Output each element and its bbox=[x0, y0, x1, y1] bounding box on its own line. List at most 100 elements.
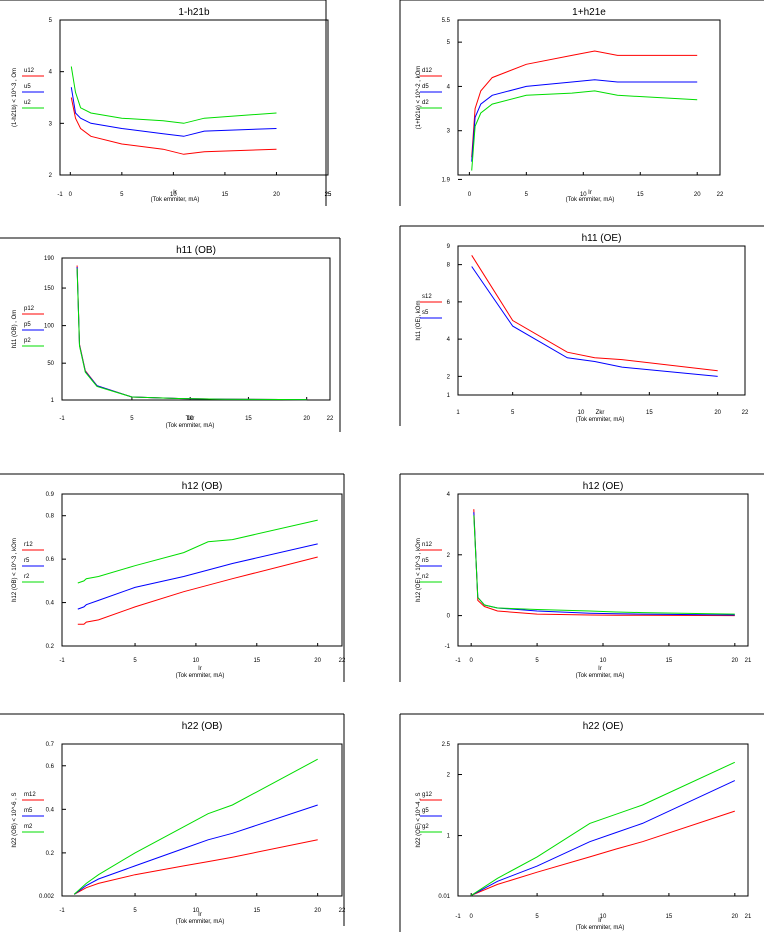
legend-label-m5: m5 bbox=[24, 808, 33, 814]
x-tick-label: 10 bbox=[193, 908, 200, 914]
y-tick-label: 1.9 bbox=[442, 177, 451, 183]
x-tick-label: 20 bbox=[314, 658, 321, 664]
chart-title: h22 (OE) bbox=[583, 721, 624, 732]
x-tick-label: 15 bbox=[245, 416, 252, 422]
x-tick-label: 15 bbox=[253, 658, 260, 664]
x-axis-label: Ir bbox=[598, 666, 602, 672]
y-tick-label: 5 bbox=[49, 18, 53, 24]
y-axis-label: h11 (OE), kOm bbox=[416, 301, 422, 341]
legend-label-g5: g5 bbox=[422, 808, 429, 814]
y-tick-label: -1 bbox=[445, 644, 451, 650]
y-tick-label: 0.7 bbox=[46, 742, 55, 748]
chart-8: h22 (OE) 0.01 1 2 2.5 -1 0 5 10 15 20 21 Ir(Tok emmi… bbox=[399, 713, 764, 932]
legend-label-g12: g12 bbox=[422, 792, 433, 798]
legend-label-p2: p2 bbox=[24, 338, 31, 344]
series-line-m5 bbox=[73, 804, 318, 895]
y-tick-label: 0.002 bbox=[39, 894, 55, 900]
x-tick-label: 15 bbox=[253, 908, 260, 914]
y-tick-label: 4 bbox=[447, 337, 451, 343]
y-tick-label: 150 bbox=[44, 286, 55, 292]
x-axis-label: Ir bbox=[588, 190, 592, 196]
x-tick-label: 21 bbox=[745, 658, 752, 664]
series-line-p5 bbox=[76, 266, 307, 401]
x-tick-label: 22 bbox=[717, 192, 724, 198]
series-line-n5 bbox=[473, 512, 735, 616]
y-tick-label: 1 bbox=[447, 393, 451, 399]
x-tick-label: -1 bbox=[455, 914, 461, 920]
x-tick-label: 5 bbox=[525, 192, 529, 198]
x-axis-label: Zkr bbox=[596, 410, 605, 416]
series-line-p2 bbox=[76, 268, 307, 401]
chart-6: h12 (OE) -1 0 2 4 -1 0 5 10 15 20 21 Ir(Tok emmiter,… bbox=[399, 473, 764, 682]
x-tick-label: 22 bbox=[327, 416, 334, 422]
x-tick-label: -1 bbox=[455, 658, 461, 664]
plot-frame bbox=[457, 19, 721, 176]
x-tick-label: 5 bbox=[535, 658, 539, 664]
legend-label-g2: g2 bbox=[422, 824, 429, 830]
y-tick-label: 0.4 bbox=[46, 807, 55, 813]
series-line-d5 bbox=[471, 79, 698, 162]
chart-2: 1+h21e 1.9 3 4 5 5.5 0 5 10 15 20 22 Ir(Tok emmiter,… bbox=[399, 0, 764, 206]
x-axis-sublabel: (Tok emmiter, mA) bbox=[151, 197, 200, 203]
x-tick-label: 22 bbox=[339, 658, 346, 664]
y-tick-label: 0.6 bbox=[46, 764, 55, 770]
x-tick-label: -1 bbox=[59, 416, 65, 422]
x-tick-label: 10 bbox=[580, 192, 587, 198]
chart-title: h12 (OB) bbox=[182, 481, 223, 492]
legend-label-u5: u5 bbox=[24, 84, 31, 90]
y-tick-label: 5.5 bbox=[442, 18, 451, 24]
y-axis-label: (1-h21b) < 10^-3 , Om bbox=[12, 68, 18, 127]
x-tick-label: 5 bbox=[133, 658, 137, 664]
x-axis-label: Ir bbox=[173, 190, 177, 196]
legend-label-u12: u12 bbox=[24, 68, 35, 74]
plot-frame bbox=[457, 493, 749, 647]
y-tick-label: 8 bbox=[447, 263, 451, 269]
y-axis-label: h22 (OB) < 10^-6 , S bbox=[12, 792, 18, 847]
chart-title: h12 (OE) bbox=[583, 481, 624, 492]
chart-title: 1-h21b bbox=[178, 7, 210, 18]
legend-label-d5: d5 bbox=[422, 84, 429, 90]
legend-label-s5: s5 bbox=[422, 310, 429, 316]
y-tick-label: 0.4 bbox=[46, 601, 55, 607]
x-axis-sublabel: (Tok emmiter, mA) bbox=[576, 673, 625, 679]
y-tick-label: 2 bbox=[447, 553, 451, 559]
y-axis-label: h12 (OE) < 10^-3 , kOm bbox=[416, 538, 422, 602]
y-tick-label: 0.2 bbox=[46, 644, 55, 650]
y-tick-label: 2.5 bbox=[442, 742, 451, 748]
series-line-u5 bbox=[70, 87, 277, 137]
chart-7: h22 (OB) 0.002 0.2 0.4 0.6 0.7 -1 5 10 15 20 22 Ir(T… bbox=[0, 713, 346, 926]
x-tick-label: 5 bbox=[130, 416, 134, 422]
x-tick-label: 20 bbox=[731, 658, 738, 664]
x-tick-label: 1 bbox=[456, 410, 460, 416]
x-tick-label: 20 bbox=[714, 410, 721, 416]
y-tick-label: 5 bbox=[447, 40, 451, 46]
x-tick-label: 21 bbox=[745, 914, 752, 920]
y-tick-label: 4 bbox=[447, 84, 451, 90]
x-tick-label: 20 bbox=[694, 192, 701, 198]
legend-label-n5: n5 bbox=[422, 558, 429, 564]
series-line-g12 bbox=[471, 810, 735, 896]
x-tick-label: 20 bbox=[273, 192, 280, 198]
x-tick-label: 15 bbox=[646, 410, 653, 416]
series-line-n2 bbox=[473, 515, 735, 615]
y-tick-label: 0.8 bbox=[46, 514, 55, 520]
chart-title: 1+h21e bbox=[572, 7, 606, 18]
x-tick-label: -1 bbox=[59, 658, 65, 664]
y-tick-label: 4 bbox=[49, 70, 53, 76]
x-axis-label: Ir bbox=[198, 666, 202, 672]
x-tick-label: -1 bbox=[57, 192, 63, 198]
x-tick-label: 0 bbox=[470, 658, 474, 664]
y-tick-label: 1 bbox=[51, 398, 55, 404]
plot-frame bbox=[61, 257, 331, 401]
x-axis-sublabel: (Tok emmiter, mA) bbox=[176, 919, 225, 925]
x-axis-sublabel: (Tok emmiter, mA) bbox=[576, 925, 625, 931]
x-tick-label: 15 bbox=[666, 658, 673, 664]
series-line-d12 bbox=[471, 50, 698, 158]
series-line-m2 bbox=[73, 758, 318, 895]
x-axis-sublabel: (Tok emmiter, mA) bbox=[166, 423, 215, 429]
x-tick-label: 25 bbox=[325, 192, 332, 198]
y-tick-label: 0.2 bbox=[46, 851, 55, 857]
y-tick-label: 0 bbox=[447, 614, 451, 620]
y-tick-label: 9 bbox=[447, 244, 451, 250]
